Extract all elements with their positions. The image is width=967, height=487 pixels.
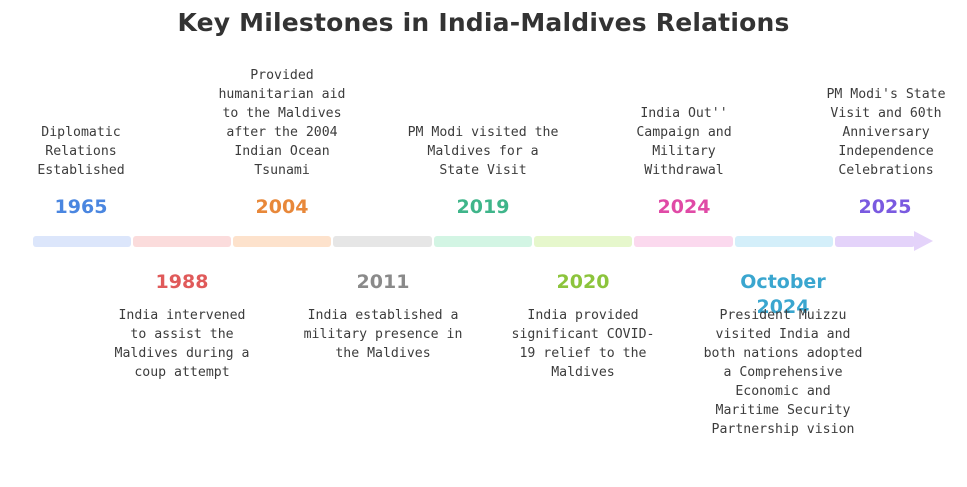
milestone-description-1965: Diplomatic Relations Established: [37, 125, 125, 178]
milestone-year-october-2024: October 2024: [740, 271, 826, 318]
milestone-year-2024: 2024: [657, 196, 711, 218]
milestone-description-2025: PM Modi's State Visit and 60th Anniversa…: [826, 87, 946, 178]
milestone-description-2004: Provided humanitarian aid to the Maldive…: [218, 68, 346, 178]
milestone-year-2004: 2004: [255, 196, 309, 218]
timeline-segment-2019: [434, 236, 532, 247]
milestone-year-2020: 2020: [556, 271, 610, 293]
milestone-description-2019: PM Modi visited the Maldives for a State…: [407, 125, 559, 178]
milestone-year-1988: 1988: [155, 271, 209, 293]
diagram-title: Key Milestones in India-Maldives Relatio…: [177, 8, 790, 37]
milestone-description-2011: India established a military presence in…: [303, 308, 463, 361]
milestone-year-2025: 2025: [858, 196, 912, 218]
timeline-segment-2011: [333, 236, 432, 247]
timeline-segment-1988: [133, 236, 231, 247]
milestone-description-2020: India provided significant COVID-19 reli…: [511, 308, 655, 380]
timeline-segment-october-2024: [735, 236, 833, 247]
timeline-segment-2025: [835, 236, 915, 247]
timeline-segment-2020: [534, 236, 632, 247]
timeline-segment-2024: [634, 236, 733, 247]
timeline-arrow-icon: [914, 231, 933, 251]
milestone-description-1988: India intervened to assist the Maldives …: [114, 308, 250, 380]
timeline-segment-2004: [233, 236, 331, 247]
milestone-description-october-2024: President Muizzu visited India and both …: [703, 308, 863, 437]
timeline-segment-1965: [33, 236, 131, 247]
milestone-year-2011: 2011: [356, 271, 410, 293]
milestone-description-2024: India Out'' Campaign and Military Withdr…: [636, 106, 732, 178]
milestone-year-2019: 2019: [456, 196, 510, 218]
milestone-year-1965: 1965: [54, 196, 108, 218]
